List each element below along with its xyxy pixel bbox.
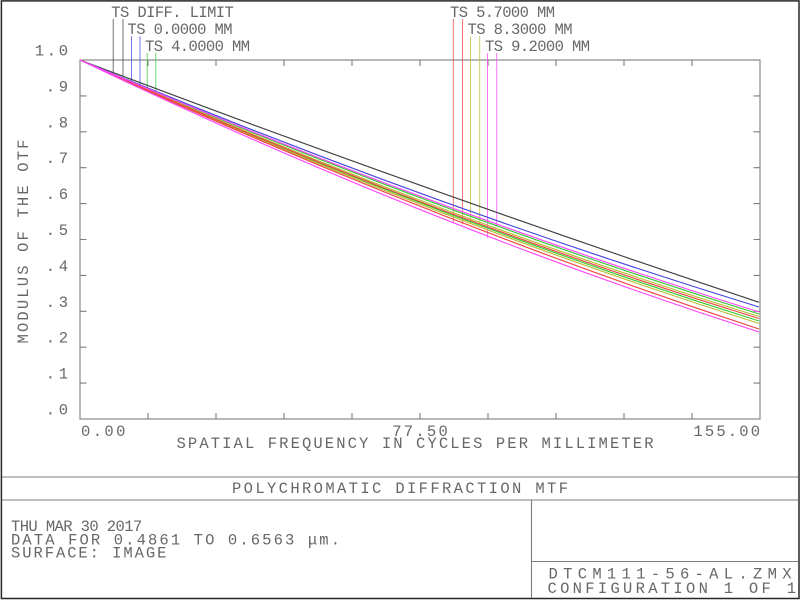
svg-text:DATA FOR 0.4861 TO 0.6563 μm.: DATA FOR 0.4861 TO 0.6563 μm. — [11, 532, 340, 550]
svg-text:TS DIFF. LIMIT: TS DIFF. LIMIT — [111, 4, 234, 22]
svg-text:POLYCHROMATIC DIFFRACTION MTF: POLYCHROMATIC DIFFRACTION MTF — [232, 480, 568, 498]
svg-text:TS 5.7000 MM: TS 5.7000 MM — [450, 4, 555, 22]
svg-text:77.50: 77.50 — [392, 423, 448, 441]
svg-text:1.0: 1.0 — [35, 43, 68, 61]
svg-text:TS 4.0000 MM: TS 4.0000 MM — [145, 38, 250, 56]
svg-text:TS 9.2000 MM: TS 9.2000 MM — [485, 38, 590, 56]
svg-text:SURFACE: IMAGE: SURFACE: IMAGE — [11, 545, 166, 563]
svg-text:TS 8.3000 MM: TS 8.3000 MM — [468, 21, 573, 39]
svg-text:DTCM111-56-AL.ZMX: DTCM111-56-AL.ZMX — [549, 566, 793, 584]
svg-text:THU MAR 30 2017: THU MAR 30 2017 — [11, 518, 142, 536]
svg-text:TS 0.0000 MM: TS 0.0000 MM — [128, 21, 233, 39]
